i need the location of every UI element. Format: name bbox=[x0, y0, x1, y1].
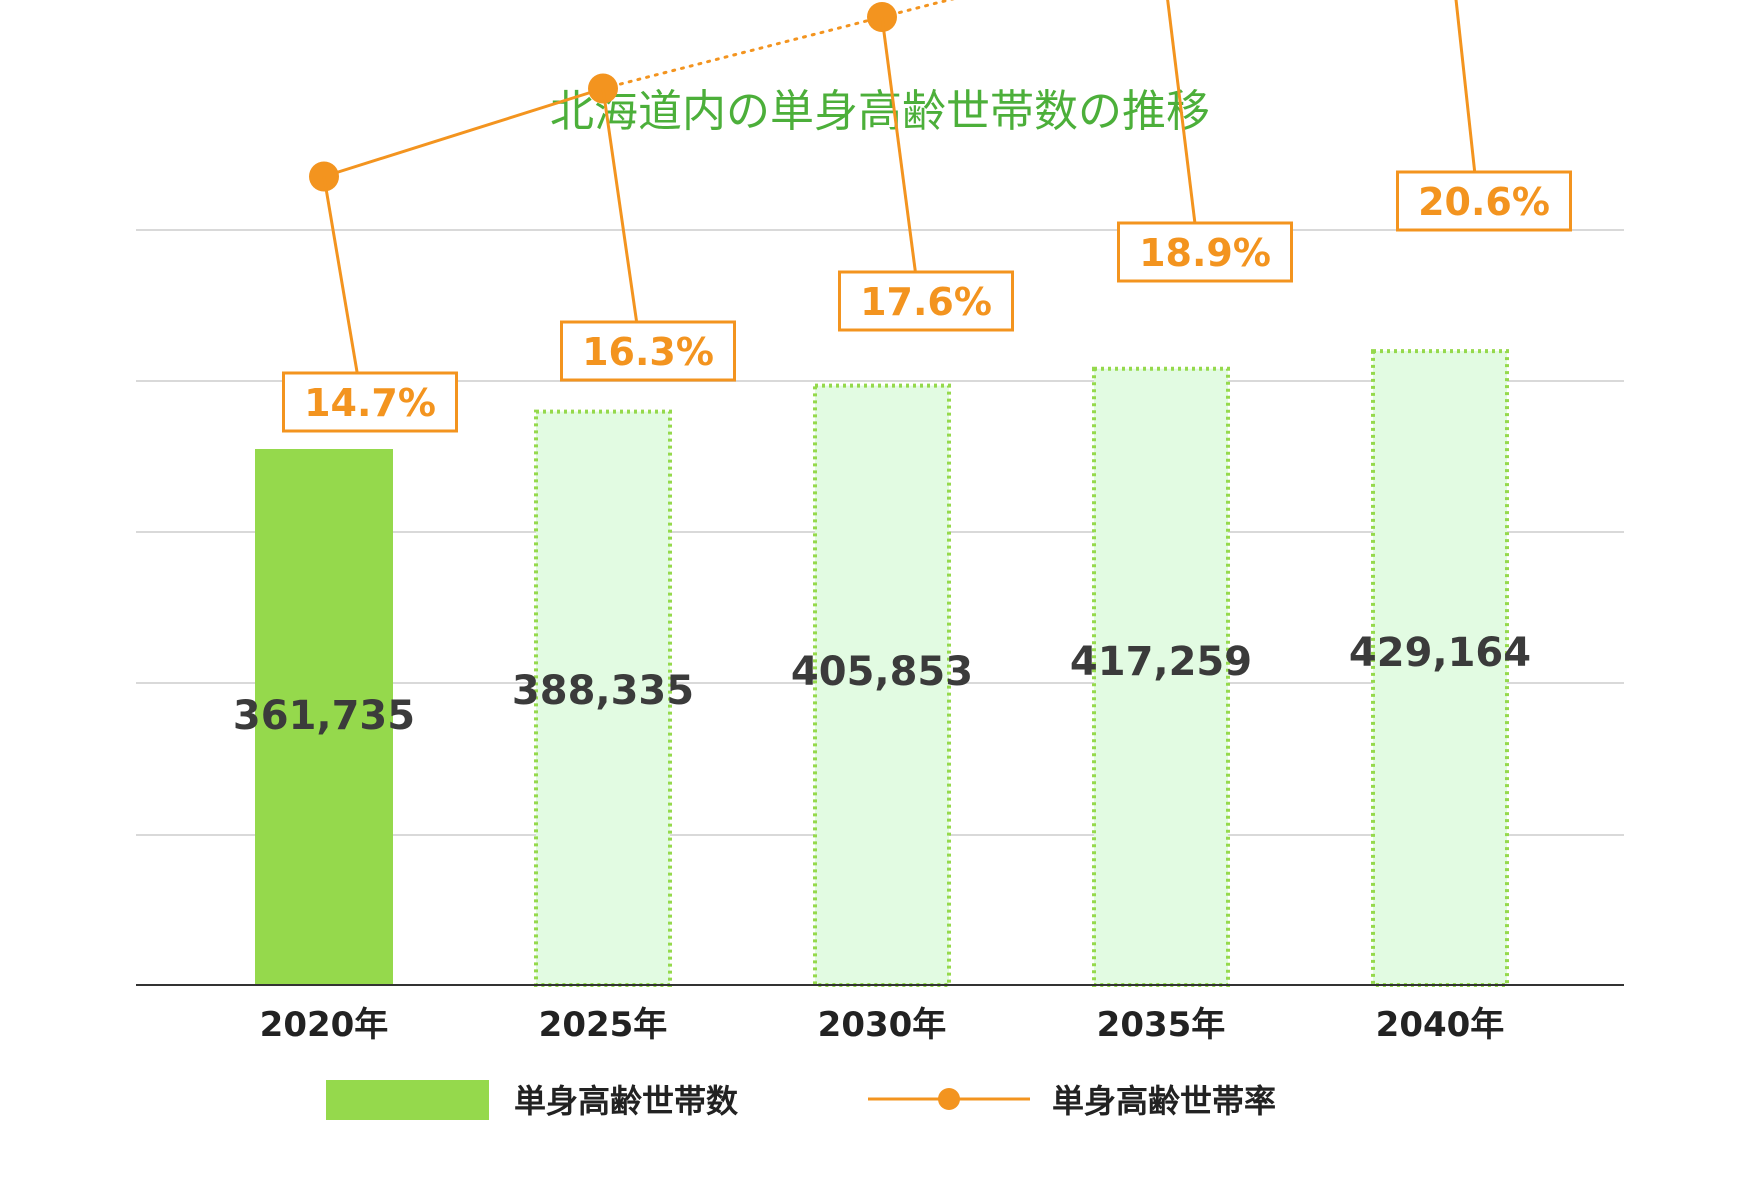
bar-value-label: 429,164 bbox=[1349, 630, 1531, 676]
rate-callout-box bbox=[560, 320, 736, 382]
rate-callout-box bbox=[282, 371, 458, 433]
bar-household-count bbox=[255, 449, 393, 985]
x-tick-label: 2025年 bbox=[539, 1005, 668, 1045]
rate-value-label: 16.3% bbox=[582, 330, 714, 374]
legend: 単身高齢世帯数 単身高齢世帯率 bbox=[326, 1080, 1276, 1120]
rate-value-label: 17.6% bbox=[860, 280, 992, 324]
rate-callout-box bbox=[838, 270, 1014, 332]
bar-household-count-projected bbox=[1092, 366, 1230, 988]
bars bbox=[255, 349, 1509, 988]
rate-value-label: 20.6% bbox=[1418, 180, 1550, 224]
bar-value-label: 405,853 bbox=[791, 649, 973, 695]
rate-line-segment-projected bbox=[880, 0, 955, 19]
bar-household-count-projected bbox=[1371, 349, 1509, 988]
legend-bar-label: 単身高齢世帯数 bbox=[514, 1082, 739, 1120]
rate-callout-box bbox=[1396, 170, 1572, 232]
rate-line bbox=[309, 0, 955, 192]
x-tick-label: 2020年 bbox=[260, 1005, 389, 1045]
rate-value-label: 14.7% bbox=[304, 381, 436, 425]
rate-line-segment-projected bbox=[601, 15, 884, 90]
rate-callout-box bbox=[1117, 221, 1293, 283]
x-tick-label: 2040年 bbox=[1376, 1005, 1505, 1045]
rate-callouts: 14.7% 16.3% 17.6% 18.9% 20.6% bbox=[282, 0, 1572, 433]
legend-line-label: 単身高齢世帯率 bbox=[1052, 1082, 1276, 1120]
legend-bar-swatch bbox=[326, 1080, 489, 1120]
rate-line-segment bbox=[323, 87, 604, 178]
x-tick-label: 2035年 bbox=[1097, 1005, 1226, 1045]
bar-value-label: 388,335 bbox=[512, 668, 694, 714]
bar-value-label: 417,259 bbox=[1070, 639, 1252, 685]
bar-value-label: 361,735 bbox=[233, 693, 415, 739]
bar-household-count-projected bbox=[534, 409, 672, 987]
callout-leader-line bbox=[1454, 0, 1483, 231]
count-labels: 361,735 388,335 405,853 417,259 429,164 bbox=[233, 630, 1531, 739]
legend-line-marker bbox=[938, 1088, 960, 1110]
rate-value-label: 18.9% bbox=[1139, 231, 1271, 275]
x-tick-labels: 2020年 2025年 2030年 2035年 2040年 bbox=[260, 1005, 1505, 1045]
x-tick-label: 2030年 bbox=[818, 1005, 947, 1045]
chart-title: 北海道内の単身高齢世帯数の推移 bbox=[550, 86, 1210, 137]
